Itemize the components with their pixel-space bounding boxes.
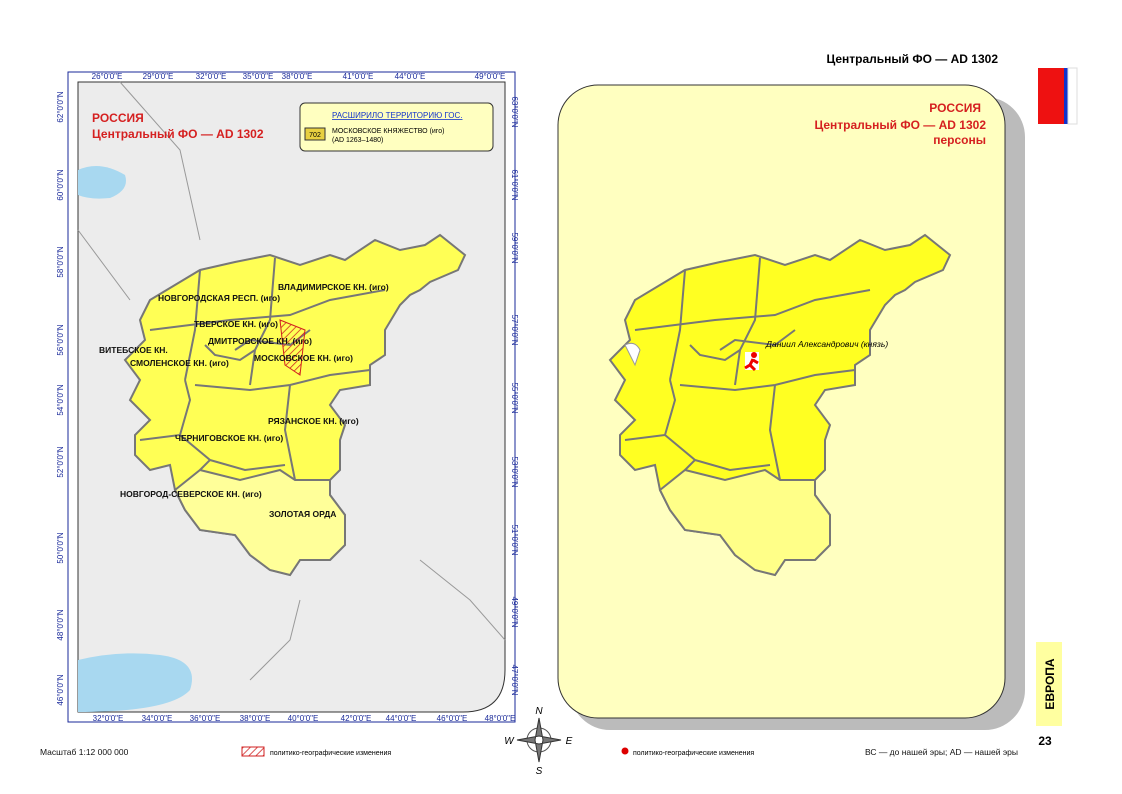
lon-tick-label: 42°0'0"E	[341, 714, 372, 723]
region-label: ДМИТРОВСКОЕ КН. (иго)	[208, 336, 312, 346]
compass	[516, 717, 562, 763]
lon-tick-label: 38°0'0"E	[240, 714, 271, 723]
compass-letter: E	[566, 736, 573, 747]
lon-tick-label: 44°0'0"E	[395, 72, 426, 81]
region-label: НОВГОРОД-СЕВЕРСКОЕ КН. (иго)	[120, 489, 262, 499]
lat-tick-label: 63°0'0"N	[510, 96, 519, 127]
legend-note: политико-географические изменения	[633, 750, 754, 757]
lat-tick-label: 51°0'0"N	[510, 524, 519, 555]
lat-tick-label: 54°0'0"N	[56, 384, 65, 415]
region-label: ВИТЕБСКОЕ КН.	[99, 345, 168, 355]
map-title: Центральный ФО — AD 1302	[92, 127, 264, 141]
lon-tick-label: 49°0'0"E	[475, 72, 506, 81]
legend-code: 702	[309, 132, 321, 139]
map-title: персоны	[933, 133, 986, 147]
lon-tick-label: 44°0'0"E	[386, 714, 417, 723]
region-label: ТВЕРСКОЕ КН. (иго)	[194, 319, 278, 329]
lon-tick-label: 41°0'0"E	[343, 72, 374, 81]
person-label: Даниил Александрович (князь)	[765, 339, 888, 349]
person-icon	[744, 352, 759, 372]
right-map: Даниил Александрович (князь) РОССИЯ Цент…	[557, 84, 1025, 730]
lat-tick-label: 48°0'0"N	[56, 609, 65, 640]
lat-tick-label: 47°0'0"N	[510, 664, 519, 695]
map-title: Центральный ФО — AD 1302	[814, 118, 986, 132]
legend-period: (AD 1263–1480)	[332, 137, 383, 144]
region-label: НОВГОРОДСКАЯ РЕСП. (иго)	[158, 293, 280, 303]
lat-tick-label: 49°0'0"N	[510, 596, 519, 627]
map-title: РОССИЯ	[929, 101, 981, 115]
lat-tick-label: 59°0'0"N	[510, 232, 519, 263]
legend-item: МОСКОВСКОЕ КНЯЖЕСТВО (иго)	[332, 128, 444, 135]
lat-tick-label: 56°0'0"N	[56, 324, 65, 355]
map-title: РОССИЯ	[92, 111, 144, 125]
lon-tick-label: 36°0'0"E	[190, 714, 221, 723]
left-map: РОССИЯ Центральный ФО — AD 1302 РАСШИРИЛ…	[67, 71, 516, 723]
compass-letter: W	[504, 736, 515, 747]
region-label: ВЛАДИМИРСКОЕ КН. (иго)	[278, 282, 389, 292]
lat-tick-label: 61°0'0"N	[510, 169, 519, 200]
page-header: Центральный ФО — AD 1302	[826, 52, 998, 66]
lon-tick-label: 34°0'0"E	[142, 714, 173, 723]
lat-tick-label: 60°0'0"N	[56, 169, 65, 200]
lat-tick-label: 50°0'0"N	[56, 532, 65, 563]
lon-tick-label: 38°0'0"E	[282, 72, 313, 81]
lon-tick-label: 32°0'0"E	[196, 72, 227, 81]
scale: Масштаб 1:12 000 000	[40, 747, 129, 757]
lon-tick-label: 48°0'0"E	[485, 714, 516, 723]
lon-tick-label: 40°0'0"E	[288, 714, 319, 723]
region-label: ЗОЛОТАЯ ОРДА	[269, 509, 336, 519]
lat-tick-label: 55°0'0"N	[510, 382, 519, 413]
era-note: ВС — до нашей эры; AD — нашей эры	[865, 747, 1018, 757]
compass-letter: S	[536, 766, 543, 777]
compass-letter: N	[535, 706, 543, 717]
lat-tick-label: 57°0'0"N	[510, 314, 519, 345]
lat-tick-label: 46°0'0"N	[56, 674, 65, 705]
region-label: МОСКОВСКОЕ КН. (иго)	[254, 353, 353, 363]
page-number: 23	[1038, 734, 1052, 748]
lat-tick-label: 62°0'0"N	[56, 91, 65, 122]
legend-note: политико-географические изменения	[270, 750, 391, 757]
lat-tick-label: 58°0'0"N	[56, 246, 65, 277]
region-label: ЧЕРНИГОВСКОЕ КН. (иго)	[175, 433, 283, 443]
flag	[1038, 67, 1078, 125]
lon-tick-label: 29°0'0"E	[143, 72, 174, 81]
region-label: СМОЛЕНСКОЕ КН. (иго)	[130, 358, 229, 368]
lon-tick-label: 46°0'0"E	[437, 714, 468, 723]
lat-tick-label: 53°0'0"N	[510, 456, 519, 487]
lat-tick-label: 52°0'0"N	[56, 446, 65, 477]
legend-heading: РАСШИРИЛО ТЕРРИТОРИЮ ГОС.	[332, 111, 463, 120]
lon-tick-label: 35°0'0"E	[243, 72, 274, 81]
section-tab: ЕВРОПА	[1043, 658, 1057, 709]
lon-tick-label: 26°0'0"E	[92, 72, 123, 81]
region-label: РЯЗАНСКОЕ КН. (иго)	[268, 416, 359, 426]
lon-tick-label: 32°0'0"E	[93, 714, 124, 723]
